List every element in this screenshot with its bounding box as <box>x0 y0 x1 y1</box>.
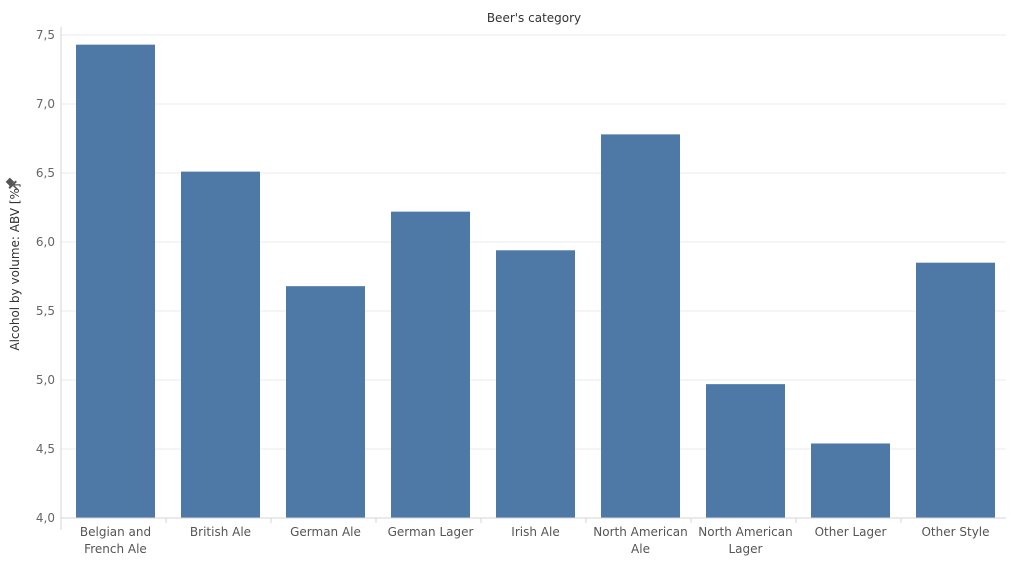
x-category-label: German Lager <box>388 525 474 539</box>
bar <box>76 44 155 518</box>
bar-layer <box>76 44 995 519</box>
bar <box>496 250 575 518</box>
x-category-label: Other Style <box>921 525 989 539</box>
y-axis-label: Alcohol by volume: ABV [%] <box>8 183 22 350</box>
y-tick-label: 6,5 <box>36 166 55 180</box>
bar <box>286 286 365 518</box>
x-category-label: Irish Ale <box>511 525 559 539</box>
label-layer: 4,0 4,5 5,0 5,5 6,0 6,5 7,0 7,5 Belgian and Frenc… <box>36 28 990 556</box>
bar <box>601 134 680 519</box>
y-tick-label: 7,0 <box>36 97 55 111</box>
y-tick-label: 7,5 <box>36 28 55 42</box>
bar <box>916 262 995 518</box>
x-category-label: British Ale <box>190 525 251 539</box>
y-axis-label-group: Alcohol by volume: ABV [%] <box>8 183 22 350</box>
x-category-label: North American Lager <box>698 525 792 556</box>
bar <box>706 384 785 518</box>
x-category-label: Belgian and French Ale <box>80 525 151 556</box>
bar <box>181 171 260 518</box>
bar <box>391 211 470 518</box>
y-tick-label: 4,0 <box>36 511 55 525</box>
y-tick-label: 5,0 <box>36 373 55 387</box>
x-category-label: Other Lager <box>815 525 887 539</box>
y-tick-label: 4,5 <box>36 442 55 456</box>
x-category-label: North American Ale <box>593 525 687 556</box>
chart-title: Beer's category <box>487 11 581 25</box>
bar <box>811 443 890 518</box>
x-category-label: German Ale <box>290 525 361 539</box>
y-tick-label: 5,5 <box>36 304 55 318</box>
axis-layer <box>60 27 1006 530</box>
y-tick-label: 6,0 <box>36 235 55 249</box>
